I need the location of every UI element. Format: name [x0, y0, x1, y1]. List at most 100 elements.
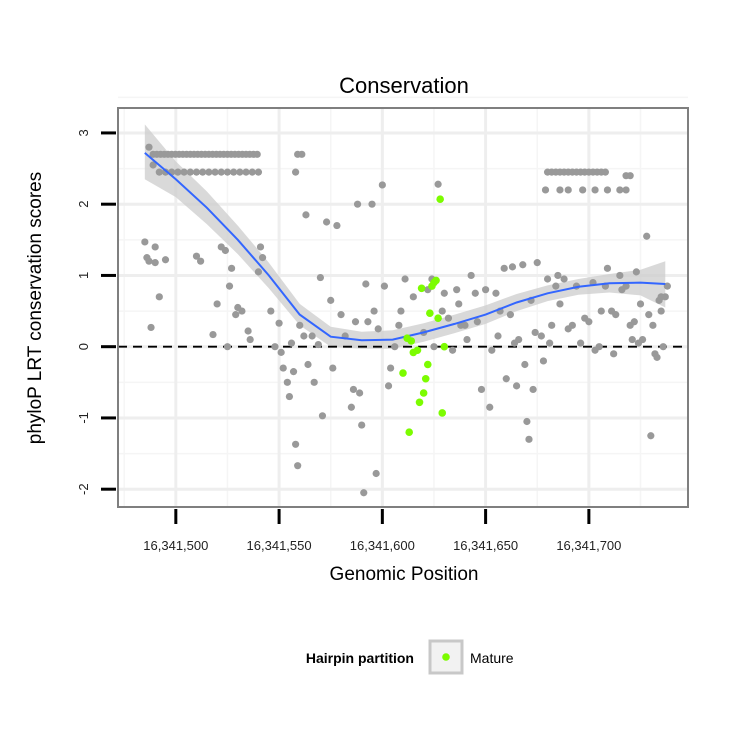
data-point — [364, 318, 372, 326]
data-point — [597, 307, 605, 315]
data-point — [304, 360, 312, 369]
data-point — [254, 268, 263, 276]
data-point — [455, 300, 463, 308]
data-point — [603, 186, 612, 194]
data-point — [227, 264, 236, 272]
data-point — [329, 364, 337, 372]
data-point — [554, 271, 562, 280]
data-point — [186, 168, 194, 176]
panel-border — [117, 107, 689, 508]
data-point — [539, 357, 548, 365]
data-point — [560, 275, 568, 283]
data-point — [401, 275, 409, 283]
data-point — [372, 469, 380, 478]
data-point — [653, 353, 661, 361]
data-point — [525, 435, 533, 443]
data-point — [616, 271, 624, 280]
data-point — [482, 286, 490, 294]
data-point — [638, 335, 647, 344]
data-point — [444, 314, 453, 322]
data-point — [155, 293, 163, 301]
data-point — [362, 280, 370, 288]
data-point — [254, 168, 263, 176]
data-point — [391, 343, 399, 351]
data-point — [294, 462, 302, 470]
data-point — [192, 168, 201, 176]
data-point — [622, 186, 630, 194]
data-point — [663, 282, 671, 290]
data-point — [253, 150, 261, 158]
data-point — [314, 340, 322, 349]
data-point — [494, 332, 502, 340]
data-point — [292, 440, 300, 448]
chart-title: Conservation — [339, 73, 469, 98]
data-point — [347, 403, 355, 411]
data-point — [448, 346, 457, 354]
mature-data-point — [426, 309, 434, 318]
data-point — [543, 275, 552, 283]
data-point — [440, 289, 448, 297]
y-tick-label: 2 — [76, 201, 91, 208]
data-point — [537, 332, 545, 340]
data-point — [275, 319, 283, 327]
data-point — [236, 168, 244, 176]
data-point — [174, 168, 182, 176]
data-point — [145, 257, 153, 265]
data-point — [279, 364, 287, 372]
x-tick-label: 16,341,500 — [143, 538, 208, 553]
data-point — [395, 321, 403, 329]
data-point — [616, 186, 624, 194]
data-point — [308, 332, 316, 340]
data-point — [601, 168, 609, 176]
data-point — [199, 168, 207, 176]
data-point — [603, 264, 612, 272]
data-point — [277, 348, 285, 356]
data-point — [568, 321, 576, 329]
data-point — [223, 343, 232, 351]
data-point — [246, 335, 254, 344]
data-point — [630, 318, 638, 326]
data-point — [556, 300, 564, 308]
data-point — [360, 489, 368, 497]
data-point — [473, 318, 481, 326]
data-point — [556, 186, 564, 194]
data-point — [318, 412, 327, 420]
x-tick-label: 16,341,600 — [350, 538, 415, 553]
data-point — [351, 318, 360, 326]
y-tick-label: 3 — [76, 129, 91, 136]
data-point — [384, 382, 393, 390]
data-point — [515, 335, 523, 344]
x-axis-title: Genomic Position — [330, 564, 479, 585]
data-point — [552, 282, 560, 290]
legend-title: Hairpin partition — [306, 650, 414, 666]
data-point — [546, 339, 554, 347]
data-point — [141, 238, 149, 246]
legend: Hairpin partition Mature — [306, 639, 514, 675]
data-point — [217, 168, 225, 176]
data-point — [151, 259, 159, 267]
data-point — [300, 332, 308, 340]
data-point — [409, 293, 417, 301]
data-point — [333, 221, 341, 230]
data-point — [531, 328, 539, 337]
data-point — [548, 321, 556, 329]
data-point — [302, 211, 310, 219]
data-point — [579, 186, 587, 194]
mature-data-point — [399, 369, 407, 377]
data-point — [585, 318, 593, 326]
y-tick-label: 0 — [76, 343, 91, 350]
data-point — [230, 168, 238, 176]
data-point — [387, 364, 395, 372]
data-point — [628, 335, 636, 344]
data-point — [622, 282, 630, 290]
data-point — [438, 307, 446, 315]
mature-data-point — [413, 346, 422, 355]
data-point — [632, 268, 640, 276]
data-point — [223, 168, 232, 176]
mature-data-point — [419, 389, 428, 397]
data-point — [258, 254, 267, 262]
data-point — [238, 307, 246, 315]
data-point — [161, 256, 170, 264]
data-point — [595, 343, 603, 351]
data-point — [205, 168, 213, 176]
